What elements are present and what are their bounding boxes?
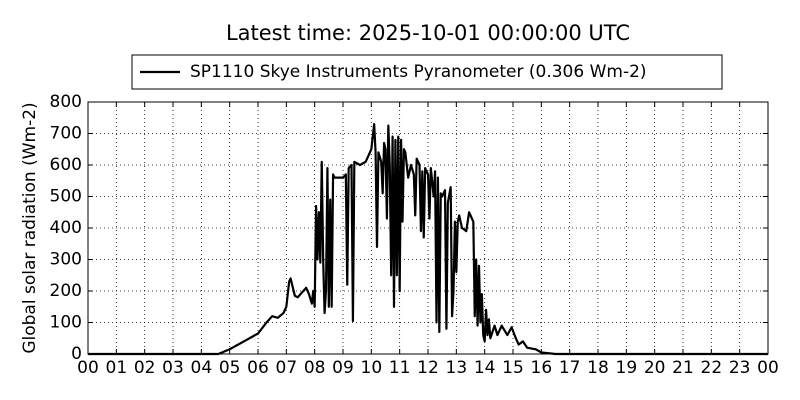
y-tick-label: 0 [71, 344, 82, 364]
y-tick-label: 700 [50, 124, 82, 144]
x-tick-label: 14 [474, 358, 496, 378]
x-tick-label: 07 [276, 358, 298, 378]
x-tick-label: 17 [559, 358, 581, 378]
x-tick-label: 06 [247, 358, 269, 378]
y-tick-label: 400 [50, 218, 82, 238]
chart-title: Latest time: 2025-10-01 00:00:00 UTC [226, 21, 630, 45]
x-tick-label: 23 [729, 358, 751, 378]
x-tick-label: 00 [757, 358, 779, 378]
y-tick-label: 200 [50, 281, 82, 301]
x-tick-label: 11 [389, 358, 411, 378]
x-tick-label: 02 [134, 358, 156, 378]
x-tick-label: 19 [616, 358, 638, 378]
x-tick-label: 15 [502, 358, 524, 378]
x-tick-label: 12 [417, 358, 439, 378]
x-tick-label: 10 [361, 358, 383, 378]
x-tick-label: 00 [77, 358, 99, 378]
x-tick-label: 21 [672, 358, 694, 378]
x-tick-label: 13 [446, 358, 468, 378]
y-tick-label: 500 [50, 187, 82, 207]
x-tick-label: 22 [701, 358, 723, 378]
y-tick-label: 300 [50, 250, 82, 270]
data-line [88, 122, 768, 356]
x-tick-label: 05 [219, 358, 241, 378]
plot-frame [87, 101, 769, 355]
x-tick-label: 20 [644, 358, 666, 378]
legend-label: SP1110 Skye Instruments Pyranometer (0.3… [190, 62, 647, 82]
y-tick-label: 600 [50, 155, 82, 175]
x-tick-label: 09 [332, 358, 354, 378]
x-tick-label: 03 [162, 358, 184, 378]
x-tick-label: 04 [191, 358, 213, 378]
x-tick-label: 01 [106, 358, 128, 378]
x-tick-label: 16 [531, 358, 553, 378]
y-axis-label: Global solar radiation (Wm-2) [20, 102, 40, 353]
y-tick-label: 800 [50, 92, 82, 112]
y-tick-label: 100 [50, 313, 82, 333]
x-tick-label: 08 [304, 358, 326, 378]
legend-box [131, 54, 723, 90]
x-tick-label: 18 [587, 358, 609, 378]
